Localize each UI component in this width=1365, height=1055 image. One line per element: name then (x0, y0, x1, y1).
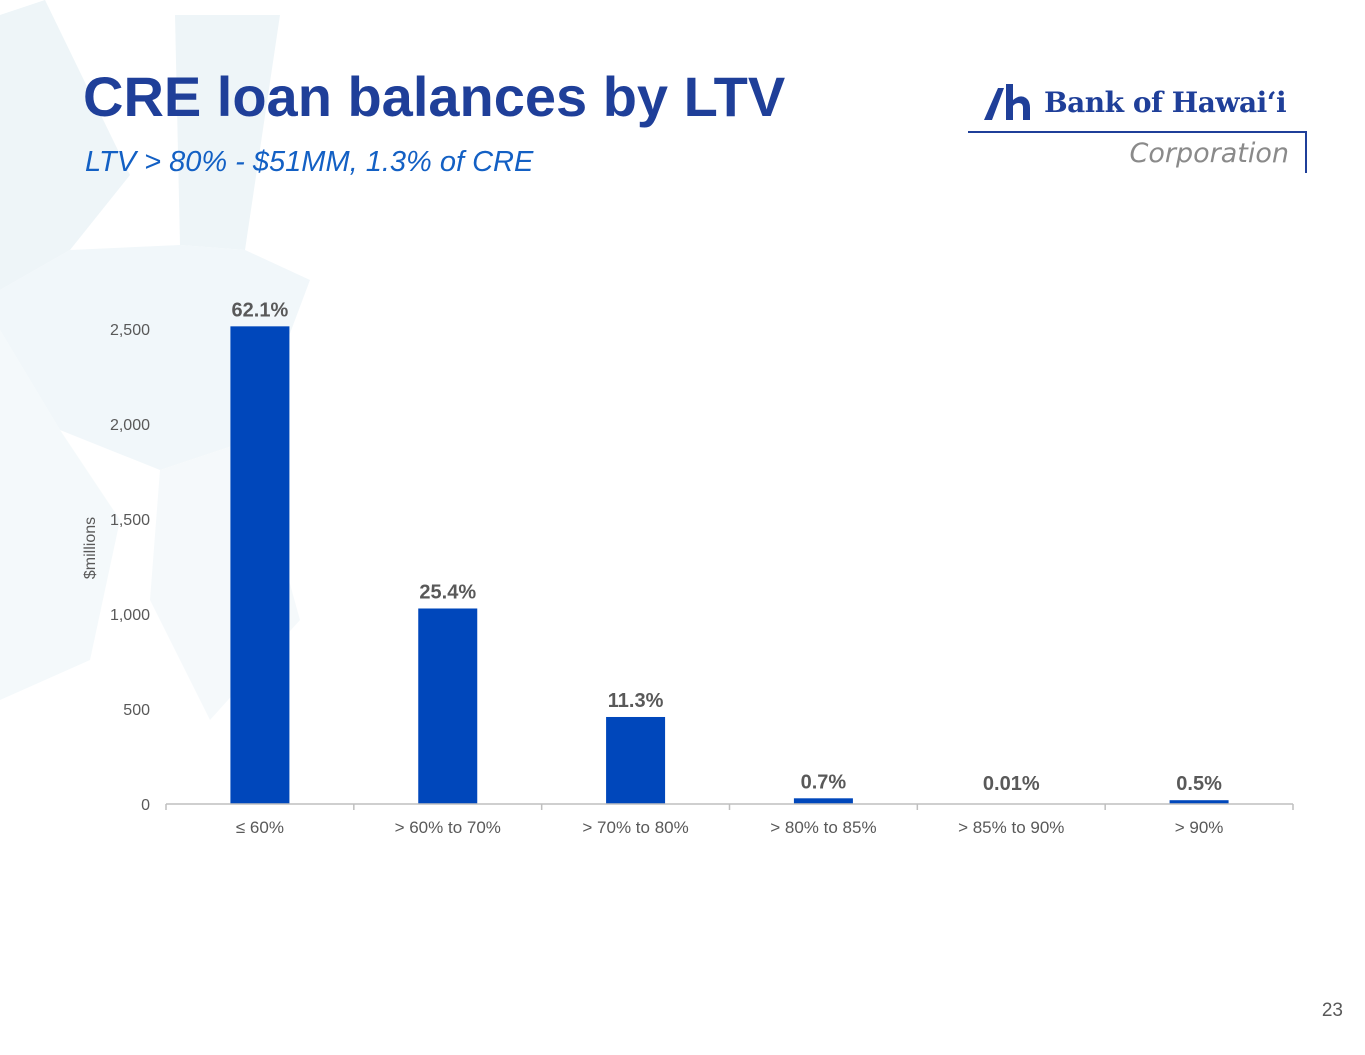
y-tick-label: 500 (123, 702, 150, 719)
data-labels: 62.1% 25.4% 11.3% 0.7% 0.01% 0.5% (232, 299, 1223, 795)
x-tick-label: > 90% (1175, 818, 1224, 837)
data-label: 25.4% (419, 581, 476, 603)
slide-title: CRE loan balances by LTV (83, 65, 786, 128)
data-label: 0.01% (983, 773, 1040, 795)
data-label: 62.1% (232, 299, 289, 321)
bar (418, 608, 478, 804)
x-axis: ≤ 60% > 60% to 70% > 70% to 80% > 80% to 85… (165, 804, 1294, 837)
x-tick-label: ≤ 60% (236, 818, 284, 837)
bar (230, 326, 290, 804)
y-axis-label: $millions (82, 517, 99, 579)
y-tick-label: 0 (141, 797, 150, 814)
x-tick-label: > 60% to 70% (395, 818, 501, 837)
y-tick-label: 1,000 (110, 607, 150, 624)
y-tick-label: 2,000 (110, 417, 150, 434)
slide-subtitle: LTV > 80% - $51MM, 1.3% of CRE (85, 146, 534, 178)
bank-logo-name: Bank of Hawai‘i (1044, 86, 1287, 119)
logo-rule-vertical (1305, 131, 1307, 173)
x-tick-label: > 80% to 85% (770, 818, 876, 837)
data-label: 11.3% (608, 690, 664, 712)
y-tick-label: 2,500 (110, 322, 150, 339)
bar (606, 716, 666, 804)
data-label: 0.7% (801, 771, 847, 793)
page-number: 23 (1321, 1000, 1343, 1021)
logo-rule (968, 131, 1306, 133)
x-tick-label: > 85% to 90% (958, 818, 1064, 837)
data-label: 0.5% (1176, 773, 1222, 795)
bar (1169, 800, 1229, 804)
y-axis: 0 500 1,000 1,500 2,000 2,500 (110, 322, 150, 814)
x-tick-label: > 70% to 80% (582, 818, 688, 837)
bar-series (230, 326, 1229, 804)
bank-logo: Bank of Hawai‘i Corporation (968, 78, 1313, 178)
y-tick-label: 1,500 (110, 512, 150, 529)
bank-logo-icon (984, 84, 1030, 120)
bank-logo-subtitle: Corporation (1129, 138, 1290, 169)
bar (793, 798, 853, 804)
